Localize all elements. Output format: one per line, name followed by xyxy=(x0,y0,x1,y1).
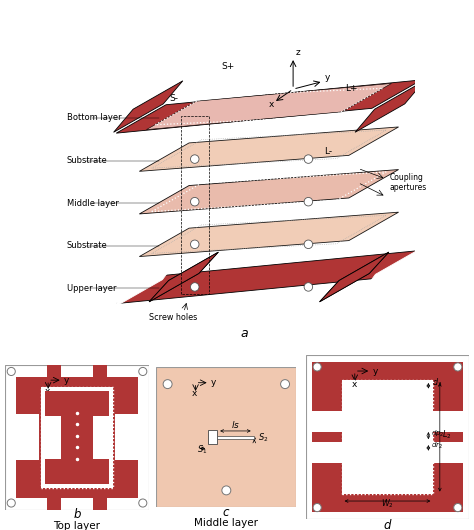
Bar xyxy=(45,416,61,459)
Circle shape xyxy=(304,282,313,291)
Circle shape xyxy=(304,240,313,249)
Polygon shape xyxy=(146,83,392,130)
Bar xyxy=(45,391,109,483)
Bar xyxy=(342,380,433,494)
Text: y: y xyxy=(64,376,69,385)
Text: Substrate: Substrate xyxy=(66,241,107,250)
Bar xyxy=(46,365,61,376)
Text: $S_1$: $S_1$ xyxy=(197,444,208,456)
Polygon shape xyxy=(355,81,424,132)
Polygon shape xyxy=(351,246,425,308)
Text: Coupling
apertures: Coupling apertures xyxy=(390,173,427,192)
Text: x: x xyxy=(192,389,198,398)
Text: Top layer: Top layer xyxy=(54,521,100,530)
Circle shape xyxy=(139,499,147,507)
Bar xyxy=(342,380,433,494)
Text: Middle layer: Middle layer xyxy=(194,518,258,528)
Polygon shape xyxy=(139,170,399,214)
Polygon shape xyxy=(319,252,389,302)
Text: Screw holes: Screw holes xyxy=(149,313,197,322)
Text: y: y xyxy=(325,73,330,82)
Bar xyxy=(208,429,217,444)
Polygon shape xyxy=(116,250,422,304)
Polygon shape xyxy=(116,80,422,133)
Circle shape xyxy=(454,504,462,511)
Text: S+: S+ xyxy=(221,62,234,71)
Bar xyxy=(312,442,342,463)
Polygon shape xyxy=(139,127,399,171)
Bar xyxy=(16,376,138,498)
Bar xyxy=(41,387,113,488)
Text: Substrate: Substrate xyxy=(66,156,107,165)
Circle shape xyxy=(281,379,290,388)
Text: $ls$: $ls$ xyxy=(231,419,240,430)
Polygon shape xyxy=(114,81,183,132)
Polygon shape xyxy=(319,252,389,302)
Bar xyxy=(312,411,342,432)
Polygon shape xyxy=(139,212,399,257)
Text: $d$: $d$ xyxy=(383,518,392,530)
Text: L-: L- xyxy=(324,147,332,156)
Circle shape xyxy=(454,363,462,371)
Circle shape xyxy=(163,379,172,388)
Text: x: x xyxy=(45,387,50,396)
Circle shape xyxy=(222,486,231,495)
Text: $S_2$: $S_2$ xyxy=(258,432,269,444)
Circle shape xyxy=(191,155,199,163)
Bar xyxy=(93,416,109,459)
Text: L+: L+ xyxy=(345,84,358,93)
Text: y: y xyxy=(373,367,378,376)
Polygon shape xyxy=(113,246,187,308)
Bar xyxy=(41,387,113,488)
Text: S-: S- xyxy=(170,94,179,103)
Text: x: x xyxy=(269,100,274,109)
Text: $c$: $c$ xyxy=(222,506,230,518)
Text: $dr_2$: $dr_2$ xyxy=(431,441,443,451)
Text: $W_2$: $W_2$ xyxy=(381,498,394,510)
Circle shape xyxy=(191,198,199,206)
Bar xyxy=(93,365,108,376)
Bar xyxy=(16,414,39,461)
Circle shape xyxy=(304,155,313,163)
Polygon shape xyxy=(149,252,219,302)
Text: z: z xyxy=(296,48,301,57)
Text: $b$: $b$ xyxy=(73,507,82,521)
Polygon shape xyxy=(149,252,219,302)
Circle shape xyxy=(313,363,321,371)
Text: $L_2$: $L_2$ xyxy=(442,428,452,441)
Bar xyxy=(433,442,463,463)
Bar xyxy=(115,414,138,461)
Circle shape xyxy=(7,499,15,507)
Circle shape xyxy=(191,282,199,291)
Text: $dp_2$: $dp_2$ xyxy=(431,429,444,439)
Circle shape xyxy=(304,198,313,206)
Bar xyxy=(93,498,108,509)
Text: x: x xyxy=(351,379,356,388)
Bar xyxy=(217,436,254,439)
Text: Middle layer: Middle layer xyxy=(66,199,118,208)
Text: y: y xyxy=(211,378,216,387)
Text: $d_3$: $d_3$ xyxy=(432,377,442,389)
Bar xyxy=(46,498,61,509)
Text: Bottom layer: Bottom layer xyxy=(66,113,121,122)
Circle shape xyxy=(7,367,15,376)
Text: $a$: $a$ xyxy=(240,328,248,340)
Circle shape xyxy=(191,240,199,249)
Text: Upper layer: Upper layer xyxy=(66,284,116,293)
Circle shape xyxy=(139,367,147,376)
Circle shape xyxy=(313,504,321,511)
Bar xyxy=(433,411,463,432)
